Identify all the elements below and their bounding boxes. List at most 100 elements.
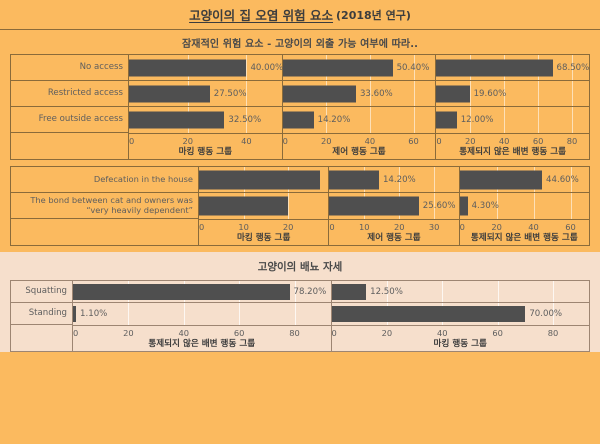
bar-value-label: 14.20% xyxy=(382,175,416,185)
axis-tick-label: 30 xyxy=(428,222,440,232)
category-label: Standing xyxy=(11,303,72,325)
row-divider xyxy=(199,192,329,193)
bar-row: 70.00% xyxy=(331,303,590,325)
bar-row: 32.50% xyxy=(129,107,282,133)
panel-group-label: 통제되지 않은 배변 행동 그룹 xyxy=(148,339,256,349)
bar xyxy=(282,111,314,129)
bar xyxy=(331,284,367,300)
x-axis: 0 20 40 60 통제되지 않은 배변 행동 그룹 xyxy=(459,219,589,245)
axis-tick-label: 0 xyxy=(459,222,465,232)
panel-group-label: 마킹 행동 그룹 xyxy=(178,147,233,157)
bar xyxy=(459,196,468,216)
axis-tick-label: 0 xyxy=(129,136,135,146)
bar-row: 25.60% xyxy=(329,193,458,219)
plot-area: 78.20% 1.10% xyxy=(73,281,331,325)
category-label-column: Defecation in the house The bond between … xyxy=(11,167,199,245)
gridline xyxy=(470,55,472,133)
bar-value-label: 27.50% xyxy=(213,89,247,99)
page-title-main: 고양이의 집 오염 위험 요소 xyxy=(189,8,334,23)
x-axis: 0 20 40 60 제어 행동 그룹 xyxy=(282,133,436,159)
bar-row: 1.10% xyxy=(73,303,331,325)
row-divider xyxy=(73,302,331,303)
bar xyxy=(436,85,470,103)
bar-row: 14.20% xyxy=(282,107,436,133)
category-label-column: No access Restricted access Free outside a… xyxy=(11,55,129,159)
panel-group-label: 통제되지 않은 배변 행동 그룹 xyxy=(459,147,567,157)
label-column-spacer xyxy=(11,133,128,159)
page-title: 고양이의 집 오염 위험 요소 (2018년 연구) xyxy=(0,0,600,30)
plot-area: 44.60% 4.30% xyxy=(459,167,589,219)
bar-row xyxy=(199,193,328,219)
gridline xyxy=(572,55,574,133)
bar xyxy=(129,111,225,129)
gridline xyxy=(413,55,415,133)
chart-panel: 12.50% 70.00% 0 20 40 60 80 마킹 행동 그룹 xyxy=(331,281,590,351)
row-divider xyxy=(282,80,436,81)
plot-area: 14.20% 25.60% xyxy=(329,167,459,219)
chart-group-1: No access Restricted access Free outside a… xyxy=(10,54,590,160)
gridline xyxy=(533,167,535,219)
bar xyxy=(436,59,553,77)
bar-row: 68.50% xyxy=(436,55,589,81)
bar-value-label: 68.50% xyxy=(556,63,590,73)
x-axis: 0 10 20 마킹 행동 그룹 xyxy=(199,219,329,245)
chart3-title-bar: 고양이의 배뇨 자세 xyxy=(0,252,600,280)
axis-tick-label: 60 xyxy=(532,136,544,146)
panel-group-label: 마킹 행동 그룹 xyxy=(236,233,291,243)
panel-group-label: 마킹 행동 그룹 xyxy=(433,339,487,349)
panel-container: 78.20% 1.10% 0 20 40 60 80 통제되지 않은 배변 행동 그룹 12.5… xyxy=(73,281,589,351)
axis-tick-label: 0 xyxy=(331,328,337,338)
axis-tick-label: 20 xyxy=(381,328,393,338)
axis-tick-label: 20 xyxy=(491,222,502,232)
bar xyxy=(331,306,526,322)
bar-value-label: 12.50% xyxy=(370,287,403,297)
gridline xyxy=(496,167,498,219)
bar-value-label: 44.60% xyxy=(546,175,579,185)
bar xyxy=(199,170,321,190)
bar-value-label: 40.00% xyxy=(250,63,284,73)
chart-group-2: Defecation in the house The bond between … xyxy=(10,166,590,246)
category-label: Restricted access xyxy=(11,81,128,107)
plot-area: 68.50% 19.60% 12.00% xyxy=(436,55,589,133)
bar-row: 19.60% xyxy=(436,81,589,107)
gridline xyxy=(243,167,245,219)
bar-row: 27.50% xyxy=(129,81,282,107)
bar-value-label: 33.60% xyxy=(359,89,393,99)
category-label-column: Squatting Standing xyxy=(11,281,73,351)
bar-value-label: 19.60% xyxy=(473,89,507,99)
axis-tick-label: 40 xyxy=(364,136,376,146)
axis-tick-label: 60 xyxy=(233,328,245,338)
gridline xyxy=(364,167,366,219)
category-label: The bond between cat and owners was “ver… xyxy=(11,193,198,219)
section-urination-posture: 고양이의 배뇨 자세 Squatting Standing 78.20% 1.10% 0… xyxy=(0,252,600,352)
row-divider xyxy=(129,80,282,81)
x-axis: 0 20 40 60 80 통제되지 않은 배변 행동 그룹 xyxy=(436,133,590,159)
bar xyxy=(282,85,356,103)
axis-tick-label: 0 xyxy=(282,136,288,146)
axis-tick-label: 0 xyxy=(436,136,442,146)
gridline xyxy=(553,281,554,325)
plot-area: 12.50% 70.00% xyxy=(331,281,590,325)
label-column-spacer xyxy=(11,219,198,245)
axis-tick-label: 80 xyxy=(547,328,559,338)
row-divider xyxy=(436,106,590,107)
bar-row: 4.30% xyxy=(459,193,589,219)
section-hazards: 고양이의 집 오염 위험 요소 (2018년 연구) 잠재적인 위험 요소 - … xyxy=(0,0,600,246)
axis-tick-label: 20 xyxy=(123,328,134,338)
chart1-subtitle: 잠재적인 위험 요소 - 고양이의 외출 가능 여부에 따라.. xyxy=(182,38,418,50)
bar-row: 50.40% xyxy=(282,55,436,81)
gridline xyxy=(183,281,185,325)
axis-tick-label: 20 xyxy=(321,136,332,146)
x-axis: 0 20 40 60 80 마킹 행동 그룹 xyxy=(331,325,589,351)
chart-panel: 50.40% 33.60% 14.20% 0 20 40 60 제어 행동 그룹 xyxy=(282,55,437,159)
bar xyxy=(129,59,247,77)
gridline xyxy=(434,167,436,219)
chart-panel: 78.20% 1.10% 0 20 40 60 80 통제되지 않은 배변 행동 그룹 xyxy=(73,281,332,351)
bar-row: 40.00% xyxy=(129,55,284,81)
row-divider xyxy=(331,302,589,303)
axis-tick-label: 40 xyxy=(436,328,448,338)
chart1-subtitle-bar: 잠재적인 위험 요소 - 고양이의 외출 가능 여부에 따라.. xyxy=(0,30,600,54)
panel-container: 0 10 20 마킹 행동 그룹 14.20% 25.60% 0 10 20 30 제어 행동 그룹… xyxy=(199,167,589,245)
panel-group-label: 제어 행동 그룹 xyxy=(367,233,421,243)
